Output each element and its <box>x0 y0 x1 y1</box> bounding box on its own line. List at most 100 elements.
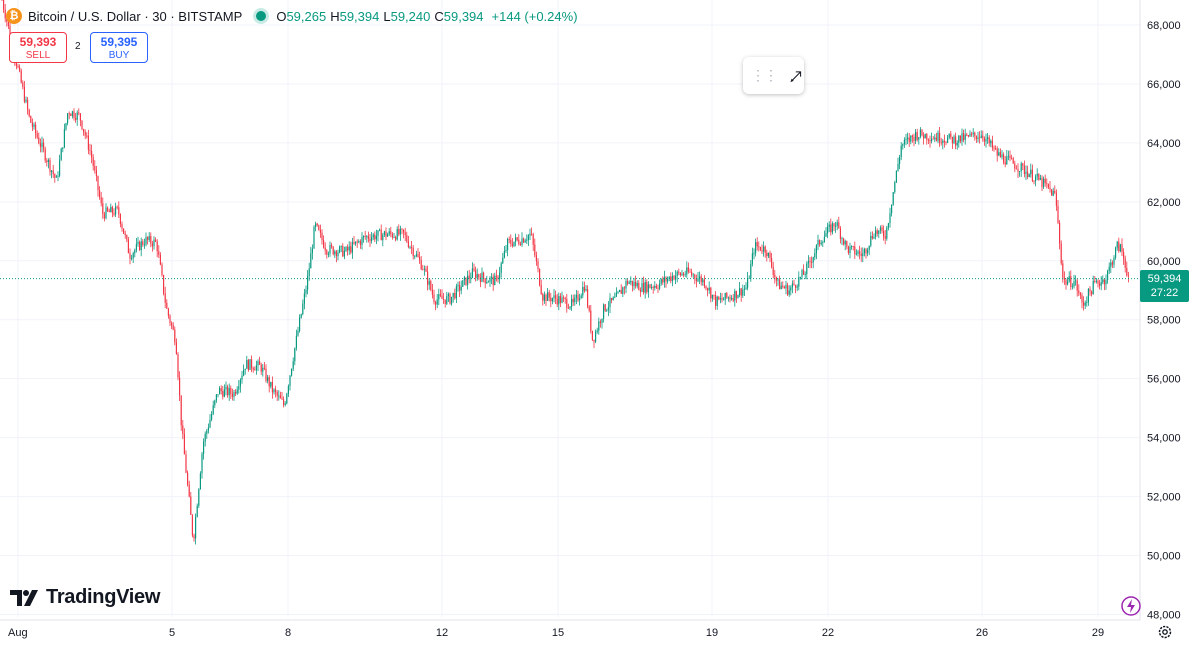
symbol-title[interactable]: Bitcoin / U.S. Dollar · 30 · BITSTAMP <box>28 8 243 24</box>
candle-body <box>766 252 768 257</box>
market-status-icon[interactable] <box>256 11 267 21</box>
candle-body <box>175 342 177 355</box>
candle-body <box>268 377 270 387</box>
candle-body <box>1110 262 1112 267</box>
candle-body <box>396 229 398 240</box>
floating-drawing-toolbar[interactable]: ⋮⋮ <box>743 57 804 94</box>
time-axis[interactable]: Aug 5 8 12 15 19 22 26 29 <box>0 619 1140 639</box>
candle-body <box>796 286 798 288</box>
candle-body <box>46 160 48 163</box>
candle-body <box>1079 293 1081 296</box>
candle-body <box>379 229 381 231</box>
candle-body <box>590 310 592 331</box>
candle-body <box>263 367 265 369</box>
candle-body <box>779 279 781 290</box>
candle-body <box>1059 222 1061 244</box>
candle-body <box>534 244 536 256</box>
arrow-tool-icon[interactable] <box>789 65 804 87</box>
candle-body <box>1052 190 1054 196</box>
candle-body <box>1 0 3 1</box>
candle-body <box>908 137 910 142</box>
candle-body <box>940 142 942 144</box>
candle-body <box>1071 286 1073 288</box>
candle-body <box>969 133 971 137</box>
price-tick-label: 62,000 <box>1147 197 1181 209</box>
symbol-legend[interactable]: ₿ Bitcoin / U.S. Dollar · 30 · BITSTAMP … <box>6 6 578 26</box>
candle-body <box>455 286 457 299</box>
drag-handle-icon[interactable]: ⋮⋮ <box>751 67 778 83</box>
candle-body <box>983 138 985 142</box>
candle-body <box>591 330 593 340</box>
candle-body <box>278 395 280 397</box>
candle-body <box>745 287 747 289</box>
candle-body <box>847 246 849 254</box>
candle-body <box>694 274 696 279</box>
candle-body <box>111 206 113 214</box>
candle-body <box>1060 243 1062 264</box>
time-tick-label: 19 <box>706 627 718 639</box>
candle-body <box>347 247 349 251</box>
candle-body <box>60 148 62 161</box>
candle-body <box>164 293 166 303</box>
price-axis[interactable]: 48,000 50,000 52,000 54,000 56,000 58,000 60,0… <box>1139 0 1181 621</box>
candle-body <box>775 277 777 281</box>
candle-body <box>1004 162 1006 165</box>
candle-body <box>867 249 869 254</box>
candle-body <box>878 230 880 234</box>
candle-body <box>257 361 259 366</box>
candle-body <box>254 369 256 371</box>
candle-body <box>313 226 315 249</box>
candle-body <box>411 246 413 248</box>
candle-body <box>297 330 299 336</box>
candle-body <box>289 375 291 387</box>
candle-body <box>62 147 64 149</box>
candle-body <box>822 242 824 243</box>
sell-button[interactable]: 59,393 SELL <box>9 32 67 63</box>
candle-body <box>619 290 621 292</box>
candle-body <box>345 247 347 251</box>
candle-body <box>102 203 104 215</box>
candle-body <box>963 133 965 140</box>
candle-body <box>148 236 150 240</box>
candle-body <box>638 283 640 291</box>
candle-body <box>180 395 182 426</box>
candle-body <box>636 283 638 287</box>
candle-body <box>820 242 822 245</box>
candle-body <box>319 229 321 233</box>
candle-body <box>1111 262 1113 265</box>
candle-body <box>73 111 75 118</box>
candle-body <box>700 276 702 283</box>
candle-body <box>28 109 30 117</box>
candle-body <box>291 368 293 376</box>
candle-body <box>190 496 192 515</box>
candle-body <box>931 138 933 142</box>
candle-body <box>1015 168 1017 170</box>
candle-body <box>630 280 632 283</box>
time-tick-label: 5 <box>169 627 175 639</box>
candle-body <box>49 159 51 172</box>
candle-body <box>679 272 681 276</box>
candle-body <box>1036 173 1038 177</box>
gear-icon[interactable] <box>1157 624 1173 640</box>
bolt-icon[interactable] <box>1120 595 1142 617</box>
candle-body <box>356 241 358 243</box>
buy-button[interactable]: 59,395 BUY <box>90 32 148 63</box>
candle-body <box>147 237 149 240</box>
candle-body <box>531 233 533 235</box>
candle-body <box>579 298 581 301</box>
candle-body <box>548 292 550 298</box>
candle-body <box>791 283 793 288</box>
candle-body <box>649 284 651 289</box>
candle-body <box>55 176 57 178</box>
candle-body <box>937 132 939 141</box>
candle-body <box>311 248 313 254</box>
candle-body <box>1081 295 1083 303</box>
candle-body <box>884 236 886 239</box>
tradingview-logo[interactable]: TradingView <box>10 586 160 609</box>
price-change: +144 (+0.24%) <box>491 8 578 24</box>
candle-body <box>1022 163 1024 166</box>
candle-body <box>489 277 491 282</box>
candle-body <box>767 252 769 257</box>
candle-body <box>838 222 840 229</box>
